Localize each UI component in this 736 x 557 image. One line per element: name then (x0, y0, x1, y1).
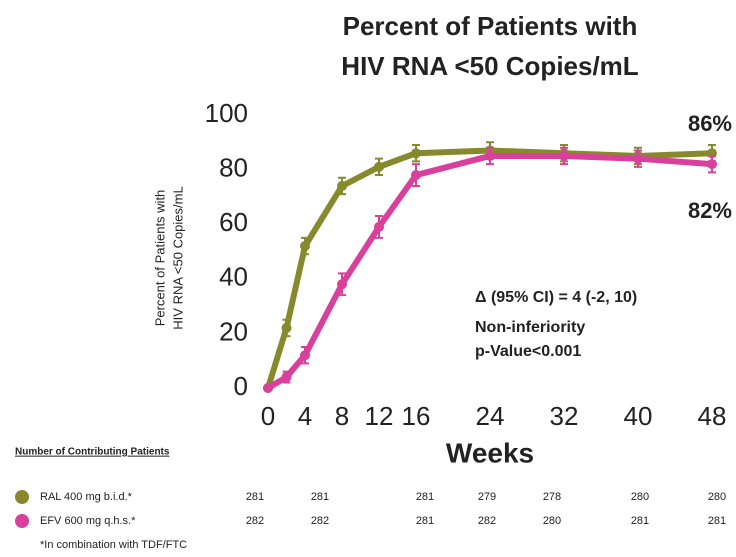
legend-marker (15, 514, 29, 528)
table-cell: 278 (543, 491, 561, 503)
y-tick-label: 0 (234, 371, 248, 401)
table-cell: 281 (246, 491, 264, 503)
table-cell: 281 (416, 491, 434, 503)
point (411, 170, 421, 181)
point (337, 279, 347, 290)
point (633, 153, 643, 164)
point (559, 150, 569, 161)
series-line (266, 152, 713, 391)
point (300, 350, 310, 361)
y-tick-label: 40 (219, 262, 248, 292)
point (374, 221, 384, 232)
point (281, 372, 292, 383)
end-label: 86% (688, 111, 732, 136)
y-axis-label: Percent of Patients with (152, 190, 167, 327)
table-cell: 282 (246, 515, 264, 527)
point (707, 159, 717, 170)
point (300, 241, 310, 252)
point (263, 383, 273, 393)
table-cell: 281 (416, 515, 434, 527)
x-tick-label: 8 (335, 401, 349, 431)
point (281, 322, 292, 333)
y-tick-label: 100 (205, 98, 248, 128)
annotation: p-Value<0.001 (475, 343, 581, 360)
table-cell: 281 (631, 515, 649, 527)
table-cell: 281 (311, 491, 329, 503)
legend-label: EFV 600 mg q.h.s.* (40, 515, 136, 527)
chart-title: HIV RNA <50 Copies/mL (341, 51, 639, 81)
y-axis-label: Percent of Patients with HIV RNA <50 Cop… (152, 186, 185, 329)
legend-marker (15, 490, 29, 504)
x-tick-label: 48 (698, 401, 727, 431)
y-tick-label: 20 (219, 316, 248, 346)
x-tick-label: 4 (298, 401, 312, 431)
point (411, 148, 421, 159)
x-tick-label: 12 (365, 401, 394, 431)
table-cell: 282 (311, 515, 329, 527)
table-cell: 280 (631, 491, 649, 503)
x-axis-label: Weeks (446, 437, 534, 468)
annotation: Non-inferiority (475, 319, 585, 336)
table-cell: 280 (708, 491, 726, 503)
table-title: Number of Contributing Patients (15, 447, 170, 458)
table-cell: 280 (543, 515, 561, 527)
table-cell: 281 (708, 515, 726, 527)
table-cell: 282 (478, 515, 496, 527)
x-tick-label: 24 (476, 401, 505, 431)
table-cell: 279 (478, 491, 496, 503)
point (374, 161, 384, 172)
point (337, 180, 347, 191)
y-tick-label: 60 (219, 207, 248, 237)
x-tick-label: 32 (550, 401, 579, 431)
end-label: 82% (688, 198, 732, 223)
x-tick-label: 0 (261, 401, 275, 431)
chart-title: Percent of Patients with (343, 11, 638, 41)
point (485, 150, 495, 161)
x-tick-label: 16 (402, 401, 431, 431)
y-axis-label: HIV RNA <50 Copies/mL (170, 186, 185, 329)
footnote: *In combination with TDF/FTC (40, 539, 187, 551)
annotation: Δ (95% CI) = 4 (-2, 10) (475, 289, 637, 306)
y-tick-label: 80 (219, 152, 248, 182)
legend-label: RAL 400 mg b.i.d.* (40, 491, 133, 503)
x-tick-label: 40 (624, 401, 653, 431)
